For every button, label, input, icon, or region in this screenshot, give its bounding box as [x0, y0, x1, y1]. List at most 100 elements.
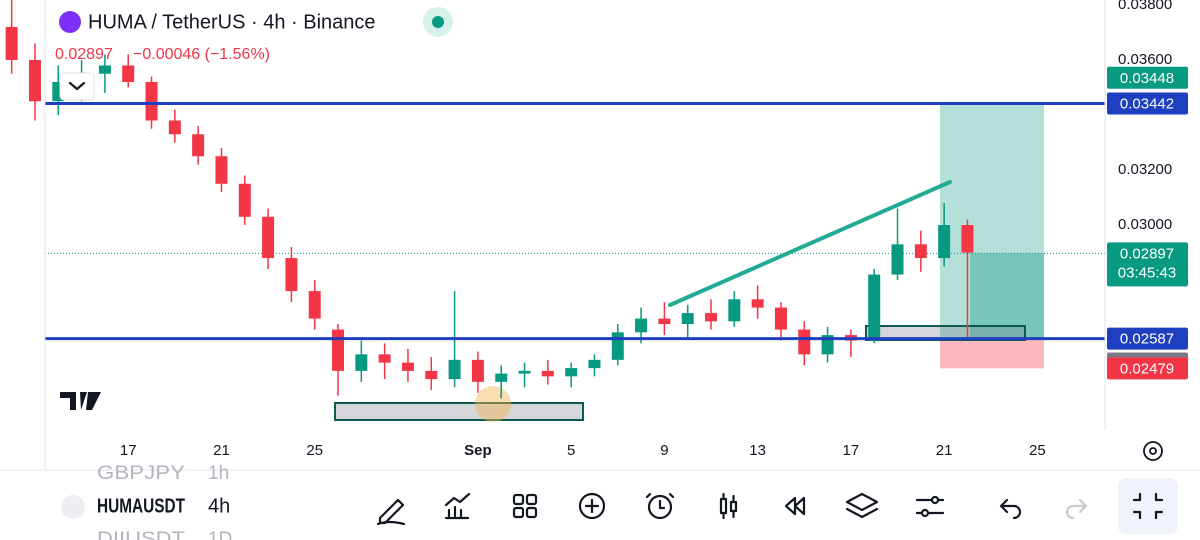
status-dot	[432, 16, 444, 28]
candle-body	[262, 216, 275, 259]
candle-body	[635, 318, 648, 333]
header: HUMA / TetherUS · 4h · Binance 0.02897 −…	[55, 7, 453, 101]
trendline	[668, 180, 952, 307]
candle-body	[541, 370, 554, 377]
x-tick-label: 25	[306, 442, 323, 459]
candle-body	[332, 329, 345, 371]
settings-tool[interactable]	[915, 495, 945, 518]
candle-body	[401, 362, 414, 371]
layout-tool[interactable]	[512, 493, 538, 519]
settings-icon[interactable]	[1143, 441, 1163, 461]
target-zone	[940, 101, 1044, 339]
y-tick-label: 0.03000	[1118, 216, 1172, 233]
candle-body	[122, 65, 135, 82]
y-tick-label: 0.03200	[1118, 161, 1172, 178]
watch-symbol: DIIUSDT	[97, 529, 185, 540]
y-tick-label: 0.03800	[1118, 0, 1172, 13]
draw-tool[interactable]	[376, 498, 406, 526]
price-tag	[1107, 242, 1188, 287]
price-tag-label: 0.02897	[1120, 245, 1174, 262]
x-tick-label: 21	[936, 442, 953, 459]
collapse-button[interactable]	[59, 72, 95, 101]
stop-zone	[940, 338, 1044, 369]
candle-body	[285, 258, 298, 292]
candle-body	[238, 183, 251, 217]
symbol-icon	[59, 11, 81, 33]
candle-body	[868, 274, 881, 341]
candle-body	[658, 318, 671, 325]
candle-body	[425, 370, 438, 380]
candle-body	[145, 81, 158, 121]
candle-body	[565, 368, 578, 377]
price-tag-label: 0.02587	[1120, 331, 1174, 348]
price-tag-label: 0.03442	[1120, 95, 1174, 112]
candle-body	[891, 244, 904, 275]
alert-tool[interactable]	[645, 492, 675, 520]
price-tag	[1107, 92, 1188, 115]
fullscreen-icon	[1132, 492, 1164, 520]
candle-body	[681, 313, 694, 325]
candle-body	[588, 359, 601, 369]
replay-tool[interactable]	[784, 496, 806, 516]
redo[interactable]	[1065, 498, 1088, 520]
x-tick-label: 25	[1029, 442, 1046, 459]
watch-interval: 4h	[208, 495, 230, 517]
candle-body	[308, 291, 321, 319]
candle-body	[961, 225, 974, 253]
support-box	[334, 402, 584, 421]
bar-type-tool[interactable]	[719, 492, 738, 520]
tv-logo	[60, 392, 101, 410]
candle-body	[448, 359, 461, 380]
price-tag-label: 0.02479	[1120, 360, 1174, 377]
last-price: 0.02897	[55, 46, 113, 63]
x-tick-label: 17	[120, 442, 137, 459]
candle-body	[471, 359, 484, 382]
x-tick-label: 9	[660, 442, 668, 459]
candle-body	[355, 354, 368, 371]
plot	[5, 0, 1105, 422]
fullscreen-button[interactable]	[1118, 478, 1178, 534]
candle-body	[774, 307, 787, 330]
candle-body	[168, 120, 181, 135]
candle-body	[751, 299, 764, 308]
candle-body	[192, 134, 205, 157]
watch-interval: 1h	[208, 463, 229, 484]
price-tag	[1107, 327, 1188, 350]
candle-body	[611, 332, 624, 360]
y-tick-label: 0.03600	[1118, 51, 1172, 68]
watch-symbol: GBPJPY	[97, 463, 185, 484]
price-tag	[1107, 66, 1188, 89]
price-tag-label: 0.03448	[1120, 70, 1174, 87]
highlight	[475, 386, 511, 422]
chevron	[68, 81, 86, 91]
watchlist: GBPJPY 1h HUMAUSDT 4h DIIUSDT 1D	[61, 463, 232, 540]
x-tick-label: Sep	[464, 442, 492, 459]
candle-body	[495, 373, 508, 382]
indicators-tool[interactable]	[444, 492, 471, 520]
candle-body	[378, 354, 391, 363]
x-tick-label: 17	[843, 442, 860, 459]
watch-icon	[61, 495, 85, 519]
candle-body	[28, 59, 41, 102]
symbol-title: HUMA / TetherUS · 4h · Binance	[88, 11, 376, 33]
watch-symbol: HUMAUSDT	[97, 495, 185, 517]
toolbar	[376, 478, 1178, 534]
x-tick-label: 21	[213, 442, 230, 459]
price-tag	[1107, 357, 1188, 380]
add-tool[interactable]	[578, 492, 606, 520]
layers-tool[interactable]	[845, 492, 879, 519]
price-change: −0.00046 (−1.56%)	[133, 46, 270, 63]
candle-body	[518, 370, 531, 374]
candle-body	[798, 329, 811, 355]
x-tick-label: 5	[567, 442, 575, 459]
candle-body	[215, 156, 228, 184]
undo[interactable]	[999, 498, 1022, 520]
candle-body	[728, 299, 741, 322]
candle-body	[938, 225, 951, 259]
candle-body	[98, 65, 111, 74]
candle-body	[705, 313, 718, 322]
candle-body	[5, 26, 18, 60]
countdown: 03:45:43	[1118, 264, 1176, 281]
candle-body	[914, 244, 927, 259]
